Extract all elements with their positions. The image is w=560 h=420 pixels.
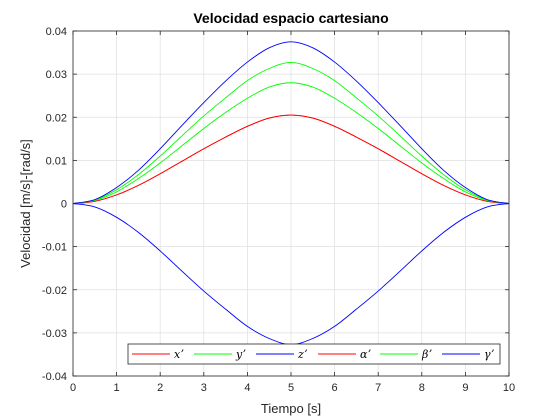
series-line-2 [72, 62, 510, 204]
x-tick-label: 3 [201, 382, 207, 394]
series-line-5 [72, 82, 510, 204]
x-tick-label: 4 [244, 382, 250, 394]
x-tick-label: 10 [503, 382, 515, 394]
x-tick-label: 8 [419, 382, 425, 394]
y-tick-label: -0.03 [42, 328, 67, 340]
legend-label-5: βʼ [421, 348, 432, 361]
legend-label-6: γʼ [484, 348, 495, 361]
legend-label-1: xʼ [174, 348, 184, 361]
x-tick-label: 9 [462, 382, 468, 394]
chart-title: Velocidad espacio cartesiano [193, 10, 388, 26]
legend-box [127, 343, 501, 365]
y-tick-label: 0.03 [46, 69, 67, 81]
x-tick-label: 6 [332, 382, 338, 394]
legend-label-3: zʼ [297, 348, 308, 361]
legend[interactable]: xʼ yʼ zʼ αʼ βʼ γʼ [127, 343, 501, 365]
y-tick-label: 0.02 [46, 112, 67, 124]
x-tick-label: 5 [288, 382, 294, 394]
legend-label-2: yʼ [235, 348, 246, 361]
series-line-6 [72, 41, 510, 204]
x-tick-label: 0 [70, 382, 76, 394]
x-tick-label: 1 [114, 382, 120, 394]
y-axis-label: Velocidad [m/s]-[rad/s] [18, 139, 33, 268]
legend-label-4: αʼ [360, 348, 371, 361]
x-axis-label: Tiempo [s] [261, 401, 321, 416]
x-tick-label: 2 [157, 382, 163, 394]
x-tick-label: 7 [375, 382, 381, 394]
ticks [72, 30, 510, 377]
y-tick-label: 0.04 [46, 26, 67, 38]
y-tick-label: 0.01 [46, 155, 67, 167]
y-tick-label: 0 [61, 199, 67, 211]
tick-labels: 0 1 2 3 4 5 6 7 8 9 10 -0.04 -0.03 -0.02 -0.01 0 0.01 0.0… [42, 26, 515, 394]
y-tick-label: -0.02 [42, 285, 67, 297]
y-tick-label: -0.01 [42, 242, 67, 254]
series-line-4 [72, 114, 510, 204]
y-tick-label: -0.04 [42, 371, 67, 383]
